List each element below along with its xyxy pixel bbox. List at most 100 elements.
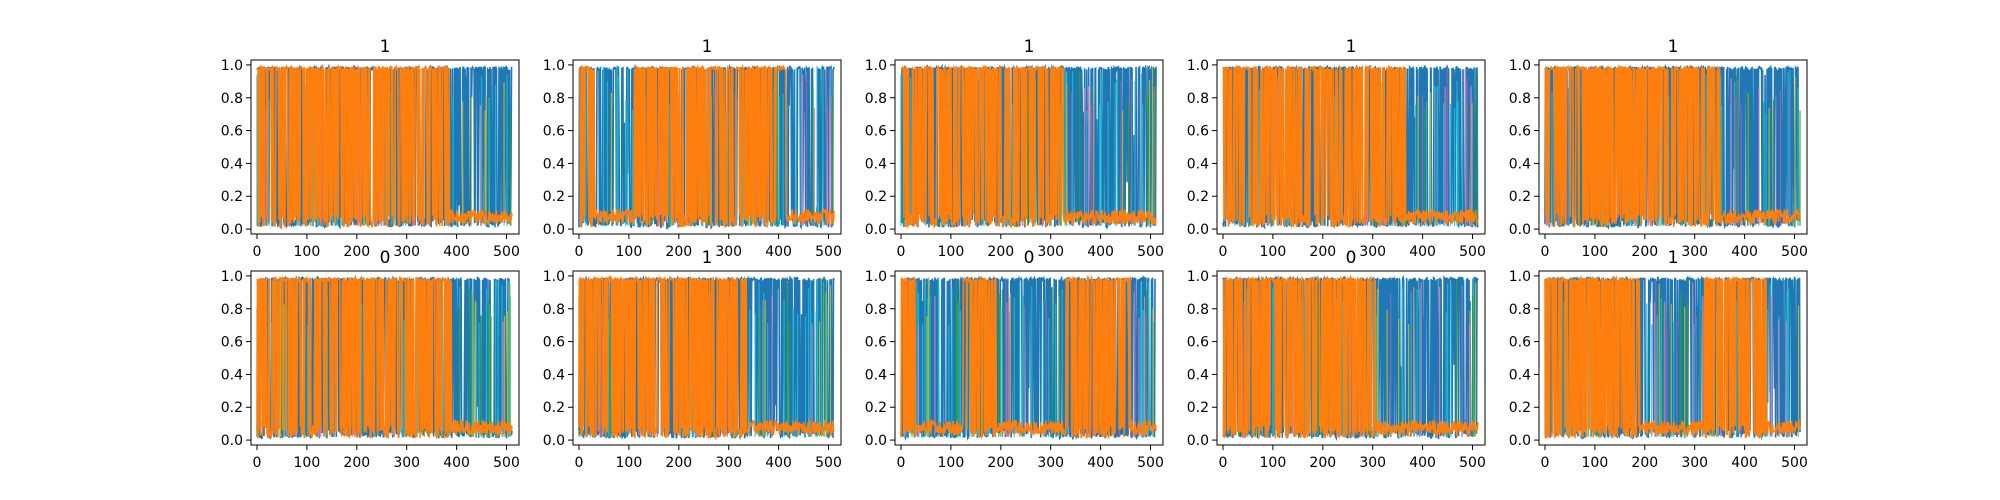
axes-frame — [894, 270, 1164, 446]
y-tick-label: 0.4 — [1509, 156, 1531, 172]
subplot-10: 0 100 200 300 400 500 0.0 0.2 0.4 0.6 0.8 1.0 1 — [1509, 248, 1808, 471]
x-tick-label: 300 — [1037, 455, 1064, 471]
subplot-4: 0 100 200 300 400 500 0.0 0.2 0.4 0.6 0.8 1.0 1 — [1187, 37, 1486, 260]
y-tick-label: 0.8 — [1187, 91, 1209, 107]
x-tick-label: 0 — [1219, 244, 1228, 260]
x-tick-label: 500 — [1137, 244, 1164, 260]
y-tick-label: 0.6 — [1509, 335, 1531, 351]
x-tick-label: 0 — [253, 244, 262, 260]
y-tick-label: 0.2 — [865, 400, 887, 416]
y-tick-label: 0.0 — [1187, 222, 1209, 238]
y-tick-label: 0.8 — [221, 91, 243, 107]
x-tick-label: 100 — [294, 455, 321, 471]
x-tick-label: 300 — [1037, 244, 1064, 260]
plot-area — [1222, 64, 1479, 230]
y-tick-label: 0.2 — [1187, 189, 1209, 205]
x-tick-label: 100 — [1260, 455, 1287, 471]
x-tick-label: 400 — [1731, 455, 1758, 471]
y-tick-label: 0.4 — [543, 367, 565, 383]
x-tick-label: 500 — [1781, 244, 1808, 260]
y-tick-label: 0.6 — [1187, 124, 1209, 140]
x-tick-label: 100 — [938, 455, 965, 471]
x-tick-label: 100 — [938, 244, 965, 260]
y-tick-label: 0.4 — [221, 367, 243, 383]
x-tick-label: 200 — [665, 455, 692, 471]
axes-frame — [572, 59, 842, 235]
y-tick-label: 0.2 — [1509, 400, 1531, 416]
subplot-title: 1 — [1346, 37, 1357, 57]
y-tick-label: 0.4 — [1187, 367, 1209, 383]
plot-area — [900, 274, 1157, 442]
y-tick-label: 0.4 — [543, 156, 565, 172]
y-tick-label: 0.6 — [221, 124, 243, 140]
x-tick-label: 200 — [1309, 455, 1336, 471]
x-tick-label: 200 — [1631, 244, 1658, 260]
axes-frame — [250, 270, 520, 446]
x-tick-label: 500 — [815, 244, 842, 260]
x-tick-label: 400 — [443, 244, 470, 260]
y-tick-label: 0.6 — [543, 124, 565, 140]
x-tick-label: 200 — [343, 455, 370, 471]
subplot-9: 0 100 200 300 400 500 0.0 0.2 0.4 0.6 0.8 1.0 0 — [1187, 248, 1486, 471]
x-tick-label: 500 — [493, 455, 520, 471]
y-tick-label: 0.8 — [865, 302, 887, 318]
x-tick-label: 0 — [1219, 455, 1228, 471]
x-tick-label: 0 — [897, 455, 906, 471]
plot-area — [1544, 63, 1801, 230]
x-tick-label: 100 — [1260, 244, 1287, 260]
plot-area — [900, 63, 1157, 231]
series-line-orange — [1544, 275, 1801, 439]
y-tick-label: 0.2 — [221, 400, 243, 416]
series-line-orange — [578, 63, 835, 229]
x-tick-label: 400 — [443, 455, 470, 471]
x-tick-label: 300 — [715, 455, 742, 471]
x-tick-label: 500 — [815, 455, 842, 471]
plot-area — [1544, 275, 1801, 441]
x-tick-label: 400 — [1409, 244, 1436, 260]
x-tick-label: 500 — [1459, 244, 1486, 260]
x-tick-label: 100 — [294, 244, 321, 260]
x-tick-label: 300 — [1359, 244, 1386, 260]
y-tick-label: 1.0 — [543, 58, 565, 74]
series-line-orange — [900, 274, 1157, 440]
x-tick-label: 100 — [616, 455, 643, 471]
y-tick-label: 0.4 — [865, 156, 887, 172]
axes-frame — [1216, 270, 1486, 446]
axes-frame — [1538, 59, 1808, 235]
x-tick-label: 500 — [1781, 455, 1808, 471]
x-tick-label: 200 — [343, 244, 370, 260]
plot-area — [578, 63, 835, 231]
plot-area — [256, 275, 513, 441]
x-tick-label: 0 — [897, 244, 906, 260]
subplot-title: 1 — [1668, 37, 1679, 57]
x-tick-label: 300 — [393, 455, 420, 471]
x-tick-label: 400 — [765, 455, 792, 471]
series-line-orange — [1222, 274, 1479, 440]
series-line-orange — [1222, 64, 1479, 229]
subplot-title: 1 — [702, 37, 713, 57]
subplot-title: 1 — [1024, 37, 1035, 57]
axes-frame — [894, 59, 1164, 235]
y-tick-label: 0.0 — [543, 433, 565, 449]
y-tick-label: 0.8 — [221, 302, 243, 318]
x-tick-label: 400 — [1087, 455, 1114, 471]
x-tick-label: 500 — [493, 244, 520, 260]
x-tick-label: 200 — [665, 244, 692, 260]
subplot-1: 0 100 200 300 400 500 0.0 0.2 0.4 0.6 0.8 1.0 1 — [221, 37, 520, 260]
y-tick-label: 0.2 — [1187, 400, 1209, 416]
x-tick-label: 200 — [1631, 455, 1658, 471]
series-line-blue — [900, 275, 1157, 442]
x-tick-label: 0 — [575, 455, 584, 471]
subplot-title: 1 — [702, 248, 713, 268]
series-line-orange — [1544, 63, 1801, 228]
y-tick-label: 0.6 — [865, 124, 887, 140]
plot-area — [578, 274, 835, 441]
x-tick-label: 100 — [616, 244, 643, 260]
y-tick-label: 0.6 — [1509, 124, 1531, 140]
y-tick-label: 1.0 — [1509, 58, 1531, 74]
y-tick-label: 0.0 — [221, 433, 243, 449]
x-tick-label: 100 — [1582, 244, 1609, 260]
y-tick-label: 0.8 — [543, 91, 565, 107]
y-tick-label: 0.2 — [543, 400, 565, 416]
subplot-title: 0 — [380, 248, 391, 268]
